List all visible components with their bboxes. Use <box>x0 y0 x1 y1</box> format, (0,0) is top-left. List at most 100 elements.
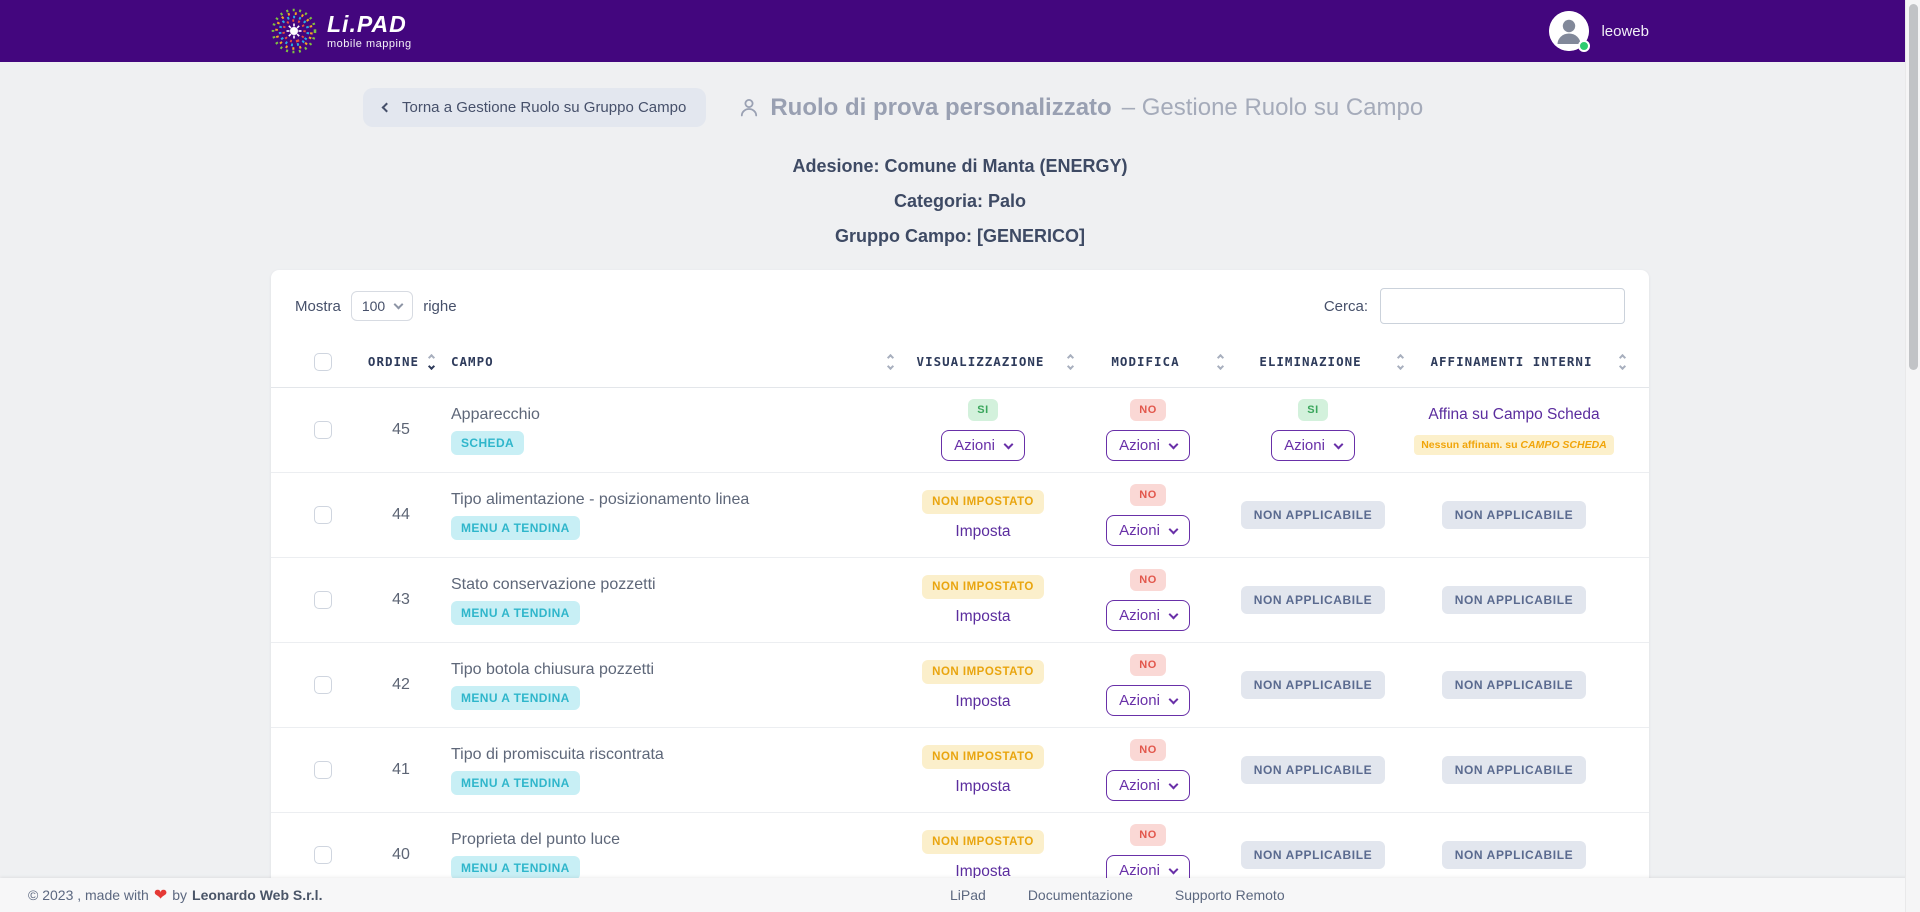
eliminazione-badge: NON APPLICABILE <box>1240 501 1386 529</box>
imposta-link[interactable]: Imposta <box>955 692 1011 710</box>
azioni-select[interactable]: Azioni <box>1106 430 1190 461</box>
campo-type-badge: MENU A TENDINA <box>451 600 580 625</box>
campo-name: Tipo alimentazione - posizionamento line… <box>451 490 750 508</box>
scrollbar[interactable] <box>1905 0 1920 912</box>
online-status-dot <box>1578 40 1591 52</box>
column-header-affinamenti-interni[interactable]: AFFINAMENTI INTERNI <box>1403 353 1627 370</box>
affinamenti-badge: NON APPLICABILE <box>1441 756 1587 784</box>
page-title-rest: – Gestione Ruolo su Campo <box>1121 93 1424 121</box>
row-checkbox[interactable] <box>314 421 332 439</box>
visualizzazione-badge: NON IMPOSTATO <box>922 744 1044 769</box>
page-size-select[interactable]: 100 <box>350 291 414 321</box>
search-input[interactable] <box>1380 288 1625 324</box>
role-name: Ruolo di prova personalizzato <box>770 93 1112 121</box>
adesione-line: Adesione: Comune di Manta (ENERGY) <box>271 149 1649 184</box>
back-button[interactable]: Torna a Gestione Ruolo su Gruppo Campo <box>363 88 707 127</box>
categoria-label: Categoria: <box>893 191 983 211</box>
ordine-value: 45 <box>392 421 410 438</box>
imposta-link[interactable]: Imposta <box>955 522 1011 540</box>
ordine-value: 40 <box>392 846 410 863</box>
app-header: Li.PAD mobile mapping leoweb <box>0 0 1920 62</box>
campo-name: Tipo di promiscuita riscontrata <box>451 745 664 763</box>
eliminazione-badge: SI <box>1298 399 1328 421</box>
azioni-select[interactable]: Azioni <box>1106 770 1190 801</box>
affinamenti-note-badge: Nessun affinam. su CAMPO SCHEDA <box>1414 434 1614 455</box>
eliminazione-badge: NON APPLICABILE <box>1240 841 1386 869</box>
table-row: 40 Proprieta del punto luce MENU A TENDI… <box>271 813 1649 898</box>
select-all-checkbox[interactable] <box>314 352 332 371</box>
username: leoweb <box>1601 22 1649 40</box>
row-checkbox[interactable] <box>314 676 332 694</box>
logo-subtitle: mobile mapping <box>327 37 412 50</box>
table-header-row: ORDINE CAMPO VISUALIZZAZIONE MODIFICA EL… <box>271 336 1649 388</box>
table-row: 43 Stato conservazione pozzetti MENU A T… <box>271 558 1649 643</box>
visualizzazione-badge: NON IMPOSTATO <box>922 659 1044 684</box>
modifica-badge: NO <box>1130 739 1166 761</box>
chevron-down-icon <box>1333 439 1344 449</box>
affina-su-campo-scheda-link[interactable]: Affina su Campo Scheda <box>1428 405 1600 423</box>
categoria-value: Palo <box>988 191 1027 211</box>
azioni-select[interactable]: Azioni <box>1106 685 1190 716</box>
row-checkbox[interactable] <box>314 846 332 864</box>
azioni-select[interactable]: Azioni <box>941 430 1025 461</box>
chevron-down-icon <box>1168 609 1179 619</box>
affinamenti-badge: NON APPLICABILE <box>1441 501 1587 529</box>
footer-link-lipad[interactable]: LiPad <box>950 887 986 903</box>
modifica-badge: NO <box>1130 569 1166 591</box>
adesione-value: Comune di Manta (ENERGY) <box>884 156 1128 176</box>
imposta-link[interactable]: Imposta <box>955 777 1011 795</box>
campo-type-badge: SCHEDA <box>451 430 525 455</box>
row-checkbox[interactable] <box>314 591 332 609</box>
footer-nav: LiPad Documentazione Supporto Remoto <box>950 887 1285 903</box>
gruppo-campo-value: [GENERICO] <box>977 226 1085 246</box>
gruppo-campo-line: Gruppo Campo: [GENERICO] <box>271 219 1649 254</box>
categoria-line: Categoria: Palo <box>271 184 1649 219</box>
app-logo[interactable]: Li.PAD mobile mapping <box>271 8 412 54</box>
scrollbar-thumb[interactable] <box>1909 4 1918 370</box>
page-title: Ruolo di prova personalizzato – Gestione… <box>738 94 1423 122</box>
page-footer: © 2023 , made with ❤ by Leonardo Web S.r… <box>0 878 1920 912</box>
page-size-value: 100 <box>361 298 386 314</box>
righe-label: righe <box>423 297 457 315</box>
ordine-value: 41 <box>392 761 410 778</box>
row-checkbox[interactable] <box>314 506 332 524</box>
affinamenti-badge: NON APPLICABILE <box>1441 671 1587 699</box>
cerca-label: Cerca: <box>1323 297 1368 315</box>
azioni-select[interactable]: Azioni <box>1106 515 1190 546</box>
column-header-eliminazione[interactable]: ELIMINAZIONE <box>1223 353 1405 370</box>
footer-link-supporto-remoto[interactable]: Supporto Remoto <box>1174 887 1285 903</box>
chevron-down-icon <box>1168 694 1179 704</box>
campo-name: Proprieta del punto luce <box>451 830 620 848</box>
campo-name: Tipo botola chiusura pozzetti <box>451 660 655 678</box>
column-header-ordine[interactable]: ORDINE <box>351 353 451 370</box>
modifica-badge: NO <box>1130 824 1166 846</box>
imposta-link[interactable]: Imposta <box>955 607 1011 625</box>
logo-title: Li.PAD <box>327 10 407 37</box>
column-header-modifica[interactable]: MODIFICA <box>1073 353 1225 370</box>
footer-link-documentazione[interactable]: Documentazione <box>1027 887 1133 903</box>
avatar[interactable] <box>1549 11 1591 52</box>
copyright: © 2023 , made with ❤ by Leonardo Web S.r… <box>28 887 323 904</box>
visualizzazione-badge: NON IMPOSTATO <box>922 829 1044 854</box>
azioni-select[interactable]: Azioni <box>1106 600 1190 631</box>
sort-icons[interactable] <box>428 353 436 370</box>
ordine-value: 43 <box>392 591 410 608</box>
eliminazione-badge: NON APPLICABILE <box>1240 756 1386 784</box>
azioni-select[interactable]: Azioni <box>1271 430 1355 461</box>
table-row: 42 Tipo botola chiusura pozzetti MENU A … <box>271 643 1649 728</box>
heart-icon: ❤ <box>153 887 168 904</box>
imposta-link[interactable]: Imposta <box>955 862 1011 880</box>
visualizzazione-badge: NON IMPOSTATO <box>922 574 1044 599</box>
chevron-down-icon <box>1003 439 1014 449</box>
column-header-visualizzazione[interactable]: VISUALIZZAZIONE <box>893 353 1075 370</box>
affinamenti-badge: NON APPLICABILE <box>1441 841 1587 869</box>
adesione-label: Adesione: <box>792 156 880 176</box>
mostra-label: Mostra <box>295 297 341 315</box>
sort-icons[interactable] <box>1618 353 1627 370</box>
row-checkbox[interactable] <box>314 761 332 779</box>
column-header-campo[interactable]: CAMPO <box>451 353 895 370</box>
campo-type-badge: MENU A TENDINA <box>451 515 580 540</box>
user-menu[interactable]: leoweb <box>1549 11 1649 52</box>
chevron-down-icon <box>1168 524 1179 534</box>
